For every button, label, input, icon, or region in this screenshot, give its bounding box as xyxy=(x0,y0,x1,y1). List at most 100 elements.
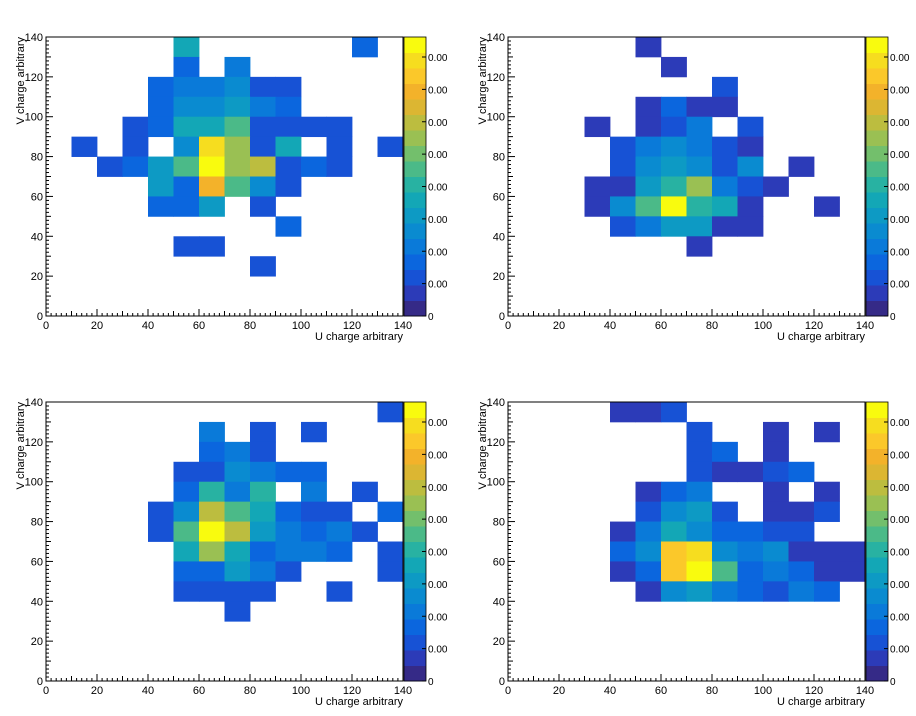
x-tick-label: 120 xyxy=(805,320,823,332)
x-tick-label: 80 xyxy=(706,320,718,332)
heatmap-cell xyxy=(275,176,302,197)
heatmap-cell xyxy=(788,156,815,177)
heatmap-cell xyxy=(610,176,636,197)
heatmap-cell xyxy=(686,521,713,542)
colorbar-label: 0.00 xyxy=(890,215,910,226)
heatmap-cell xyxy=(712,561,738,582)
y-tick-label: 60 xyxy=(493,191,505,203)
x-tick-label: 0 xyxy=(43,320,49,332)
y-tick-label: 20 xyxy=(493,271,505,283)
heatmap-cell xyxy=(584,176,611,197)
x-tick-label: 120 xyxy=(805,685,823,697)
y-tick-label: 60 xyxy=(31,191,43,203)
heatmap-cell xyxy=(199,96,225,118)
heatmap-cell xyxy=(788,461,815,483)
heatmap-cell xyxy=(122,136,149,157)
heatmap-cell xyxy=(173,581,200,602)
colorbar-label: 0.00 xyxy=(890,483,910,494)
heatmap-cell xyxy=(250,116,276,138)
heatmap-cell xyxy=(686,156,713,177)
colorbar-segment xyxy=(866,479,888,496)
heatmap-cell xyxy=(686,441,713,463)
colorbar-label: 0.00 xyxy=(428,85,448,96)
heatmap-cell xyxy=(173,196,200,217)
heatmap-cell xyxy=(173,176,200,197)
colorbar-segment xyxy=(404,650,426,666)
heatmap-cell xyxy=(250,196,276,217)
colorbar-label: 0.00 xyxy=(428,450,448,461)
y-tick-label: 80 xyxy=(493,517,505,529)
heatmap-cell xyxy=(763,421,789,443)
colorbar-segment xyxy=(404,269,426,286)
heatmap-cell xyxy=(635,581,662,602)
heatmap-cell xyxy=(610,216,636,237)
heatmap-cell xyxy=(788,561,815,582)
y-tick-label: 80 xyxy=(493,152,505,164)
heatmap-cell xyxy=(737,156,764,177)
colorbar-segment xyxy=(404,495,426,511)
colorbar-segment xyxy=(404,238,426,255)
heatmap-cell xyxy=(250,581,276,602)
colorbar-segment xyxy=(404,68,426,84)
colorbar-segment xyxy=(866,285,888,301)
colorbar-segment xyxy=(866,665,888,682)
heatmap-cell xyxy=(250,441,276,463)
colorbar-segment xyxy=(404,433,426,449)
heatmap-cell xyxy=(712,196,738,217)
heatmap-cell xyxy=(763,441,789,463)
y-tick-label: 20 xyxy=(31,636,43,648)
heatmap-cell xyxy=(661,521,687,542)
colorbar-segment xyxy=(866,300,888,317)
heatmap-cell xyxy=(224,501,251,522)
heatmap-cell xyxy=(712,136,738,157)
colorbar-label: 0.00 xyxy=(428,280,448,291)
heatmap-cell xyxy=(712,156,738,177)
colorbar-label: 0.00 xyxy=(428,548,448,559)
x-tick-label: 0 xyxy=(505,685,511,697)
y-tick-label: 120 xyxy=(487,72,505,84)
colorbar-segment xyxy=(404,161,426,177)
heatmap-cell xyxy=(763,581,789,602)
colorbar-label: 0.00 xyxy=(890,515,910,526)
heatmap-cell xyxy=(199,581,225,602)
heatmap-cell xyxy=(737,461,764,483)
heatmap-cell xyxy=(224,481,251,503)
colorbar-segment xyxy=(866,161,888,177)
heatmap-cell xyxy=(737,581,764,602)
heatmap-cell xyxy=(814,501,840,522)
y-tick-label: 80 xyxy=(31,517,43,529)
colorbar-segment xyxy=(404,192,426,208)
heatmap-cell xyxy=(275,156,302,177)
colorbar-segment xyxy=(404,37,426,53)
heatmap-cell xyxy=(661,481,687,503)
colorbar-segment xyxy=(866,448,888,465)
colorbar-segment xyxy=(404,130,426,146)
colorbar-segment xyxy=(866,114,888,131)
heatmap-cell xyxy=(788,501,815,522)
heatmap-cell xyxy=(635,176,662,197)
heatmap-cell xyxy=(661,56,687,78)
heatmap-cell xyxy=(224,521,251,542)
heatmap-cell xyxy=(148,76,174,98)
heatmap-cell xyxy=(737,216,764,237)
colorbar-segment xyxy=(404,603,426,620)
heatmap-cell xyxy=(610,196,636,217)
colorbar-segment xyxy=(866,495,888,511)
colorbar-segment xyxy=(866,464,888,480)
heatmap-cell xyxy=(224,96,251,118)
heatmap-cell xyxy=(635,216,662,237)
heatmap-cell xyxy=(199,136,225,157)
heatmap-cell xyxy=(686,216,713,237)
colorbar-segment xyxy=(866,130,888,146)
heatmap-cell xyxy=(686,481,713,503)
heatmap-cell xyxy=(301,501,327,522)
heatmap-cell xyxy=(326,581,353,602)
heatmap-cell xyxy=(839,561,866,582)
heatmap-cell xyxy=(326,521,353,542)
colorbar-segment xyxy=(866,510,888,527)
colorbar-segment xyxy=(404,665,426,682)
heatmap-cell xyxy=(763,461,789,483)
heatmap-cell xyxy=(275,216,302,237)
x-tick-label: 20 xyxy=(553,685,565,697)
heatmap-cell xyxy=(173,501,200,522)
